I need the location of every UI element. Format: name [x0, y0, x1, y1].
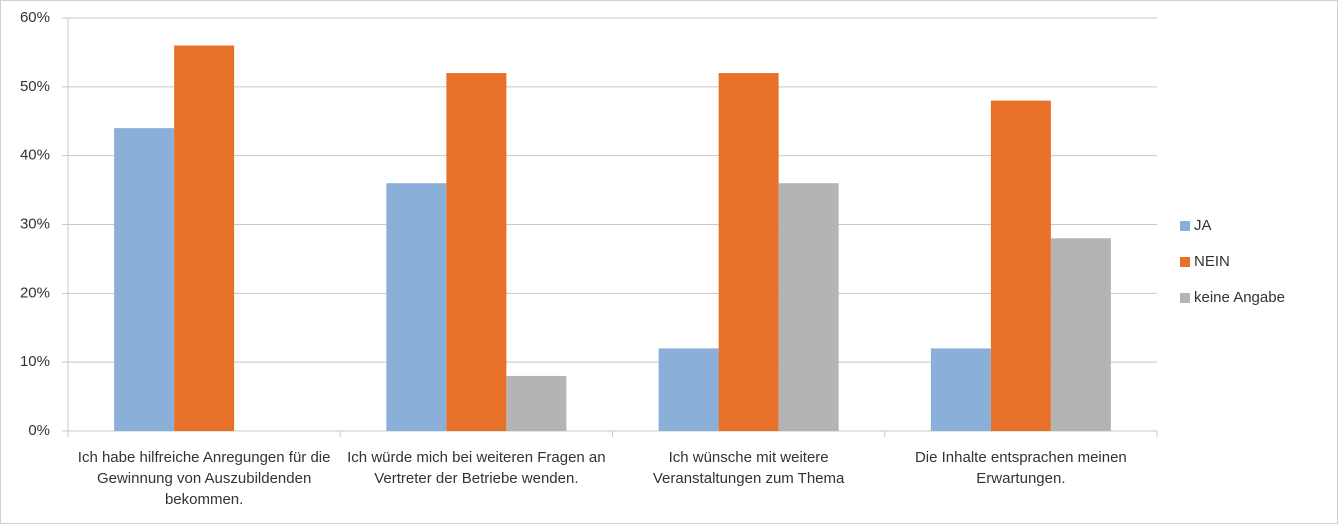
- legend-swatch: [1180, 257, 1190, 267]
- legend-label: NEIN: [1194, 253, 1230, 270]
- bar: [114, 128, 175, 431]
- y-tick-label: 50%: [20, 78, 50, 95]
- y-tick-label: 10%: [20, 353, 50, 370]
- legend-label: keine Angabe: [1194, 289, 1285, 306]
- y-tick-label: 60%: [20, 9, 50, 26]
- legend-swatch: [1180, 221, 1190, 231]
- bar: [506, 375, 567, 431]
- y-tick-label: 0%: [28, 422, 50, 439]
- bar: [718, 73, 779, 432]
- x-tick-label: Ich habe hilfreiche Anregungen für die G…: [77, 449, 331, 508]
- y-tick-label: 30%: [20, 215, 50, 232]
- legend-label: JA: [1194, 217, 1212, 234]
- x-tick-label: Die Inhalte entsprachen meinen Erwartung…: [914, 449, 1127, 487]
- x-tick-label: Ich würde mich bei weiteren Fragen an Ve…: [347, 449, 606, 487]
- legend-swatch: [1180, 293, 1190, 303]
- bar: [990, 100, 1051, 431]
- y-tick-label: 20%: [20, 284, 50, 301]
- bar: [1050, 238, 1111, 431]
- bar: [446, 73, 507, 432]
- bar: [174, 45, 235, 432]
- bar: [930, 348, 991, 431]
- bar: [778, 183, 839, 431]
- bar: [658, 348, 719, 431]
- y-tick-label: 40%: [20, 147, 50, 164]
- bar: [386, 183, 447, 431]
- x-tick-label: Ich wünsche mit weitere Veranstaltungen …: [652, 449, 845, 487]
